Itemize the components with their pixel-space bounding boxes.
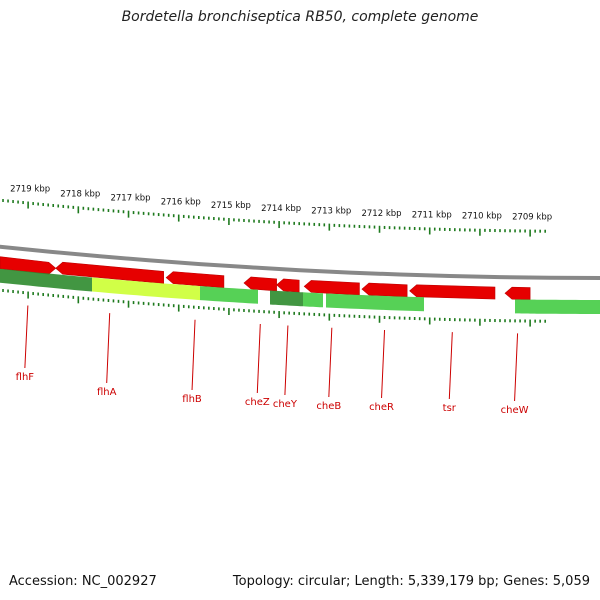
gc-content-band [270, 290, 303, 307]
gene-leader-line [448, 332, 453, 400]
gc-content-band [92, 277, 200, 301]
gene-label-cheR: cheR [369, 402, 394, 413]
cds-cheR [361, 282, 408, 298]
scale-label: 2718 kbp [60, 189, 100, 199]
gene-leader-line [256, 323, 261, 394]
gc-content-band [0, 268, 92, 292]
scale-label: 2713 kbp [311, 207, 351, 217]
cds-layer [0, 256, 531, 300]
gene-label-cheY: cheY [273, 399, 298, 410]
scale-label: 2711 kbp [412, 210, 452, 220]
cds-cheY [276, 278, 300, 293]
gene-leader-line [106, 313, 111, 384]
scale-label: 2716 kbp [161, 198, 201, 208]
gc-content-band [200, 286, 258, 304]
gene-label-flhA: flhA [97, 387, 117, 398]
scale-label: 2709 kbp [512, 213, 552, 223]
gc-content-band [515, 299, 541, 314]
gene-label-flhF: flhF [16, 372, 35, 383]
gene-label-cheW: cheW [501, 405, 529, 416]
cds-cheW [504, 286, 531, 300]
backbone-ring [0, 244, 600, 280]
genome-summary-text: Topology: circular; Length: 5,339,179 bp… [232, 574, 590, 589]
cds-flhB [165, 271, 225, 289]
scale-label: 2710 kbp [462, 212, 502, 222]
gc-content-band [303, 292, 323, 308]
scale-label: 2719 kbp [10, 185, 50, 195]
cds-tsr [409, 284, 496, 300]
gene-label-flhB: flhB [182, 394, 202, 405]
scale-label: 2717 kbp [110, 194, 150, 204]
label-layer: flhF flhA flhB cheZ cheY cheB cheR tsr cheW [16, 305, 529, 416]
gene-leader-line [381, 329, 386, 399]
gc-layer [0, 268, 600, 314]
gene-leader-line [514, 333, 519, 402]
gene-leader-line [328, 327, 333, 398]
cds-cheB [303, 280, 360, 296]
cds-cheZ [243, 276, 277, 292]
cds-flhF [0, 256, 57, 275]
gene-leader-line [191, 319, 196, 391]
gc-content-band [326, 293, 424, 312]
backbone-layer [0, 244, 600, 280]
scale-layer: 2719 kbp 2718 kbp 2717 kbp 2716 kbp 2715 kbp… [2, 185, 552, 327]
gene-leader-line [24, 305, 29, 369]
gene-label-cheB: cheB [316, 401, 341, 412]
gene-leader-line [284, 325, 289, 396]
scale-label: 2714 kbp [261, 204, 301, 214]
gc-content-band [541, 299, 600, 314]
accession-text: Accession: NC_002927 [9, 574, 157, 589]
scale-label: 2715 kbp [211, 201, 251, 211]
map-title: Bordetella bronchiseptica RB50, complete… [121, 9, 479, 25]
cds-flhA [55, 261, 164, 284]
scale-label: 2712 kbp [361, 209, 401, 219]
gene-label-cheZ: cheZ [245, 397, 270, 408]
gene-label-tsr: tsr [443, 403, 457, 414]
